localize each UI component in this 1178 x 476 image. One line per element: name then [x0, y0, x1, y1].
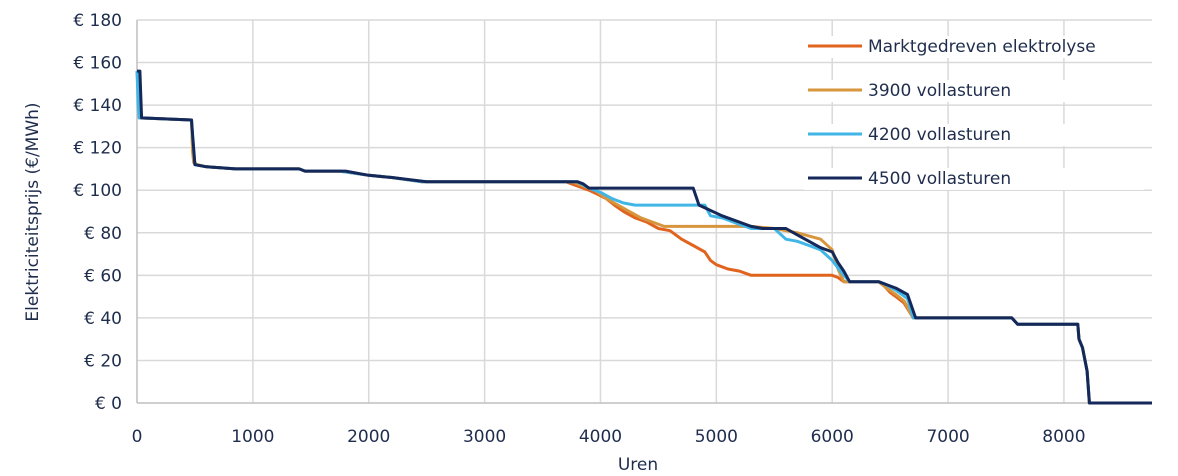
x-tick-label: 8000 — [1042, 427, 1085, 447]
y-axis-title: Elektriciteitsprijs (€/MWh) — [23, 102, 43, 321]
y-tick-label: € 40 — [84, 309, 122, 329]
series-line-4 — [137, 69, 1152, 405]
legend-entry-background — [804, 80, 1144, 102]
legend-entry-background — [804, 124, 1144, 146]
y-tick-label: € 60 — [84, 266, 122, 286]
x-tick-label: 6000 — [811, 427, 854, 447]
y-tick-label: € 20 — [84, 351, 122, 371]
x-tick-label: 7000 — [926, 427, 969, 447]
x-tick-label: 1000 — [231, 427, 274, 447]
x-tick-label: 2000 — [347, 427, 390, 447]
legend: Marktgedreven elektrolyse 3900 vollasture… — [804, 36, 1144, 190]
y-tick-label: € 100 — [73, 181, 122, 201]
x-tick-label: 4000 — [579, 427, 622, 447]
y-tick-label: € 0 — [95, 394, 122, 414]
x-axis-title: Uren — [618, 455, 658, 475]
legend-entry-background — [804, 36, 1144, 58]
x-tick-label: 0 — [132, 427, 143, 447]
y-tick-label: € 80 — [84, 224, 122, 244]
legend-label: 4200 vollasturen — [868, 125, 1011, 145]
legend-label: Marktgedreven elektrolyse — [868, 37, 1096, 57]
x-tick-label: 3000 — [463, 427, 506, 447]
y-tick-label: € 160 — [73, 54, 122, 74]
y-tick-label: € 120 — [73, 139, 122, 159]
series-lines — [135, 69, 1152, 405]
y-tick-label: € 180 — [73, 11, 122, 31]
x-tick-label: 5000 — [695, 427, 738, 447]
axes: € 0 € 20 € 40 € 60 € 80 € 100 € 120 € 140 € 160 €… — [73, 11, 1152, 447]
legend-label: 4500 vollasturen — [868, 169, 1011, 189]
y-tick-label: € 140 — [73, 96, 122, 116]
legend-label: 3900 vollasturen — [868, 81, 1011, 101]
legend-entry-background — [804, 168, 1144, 190]
